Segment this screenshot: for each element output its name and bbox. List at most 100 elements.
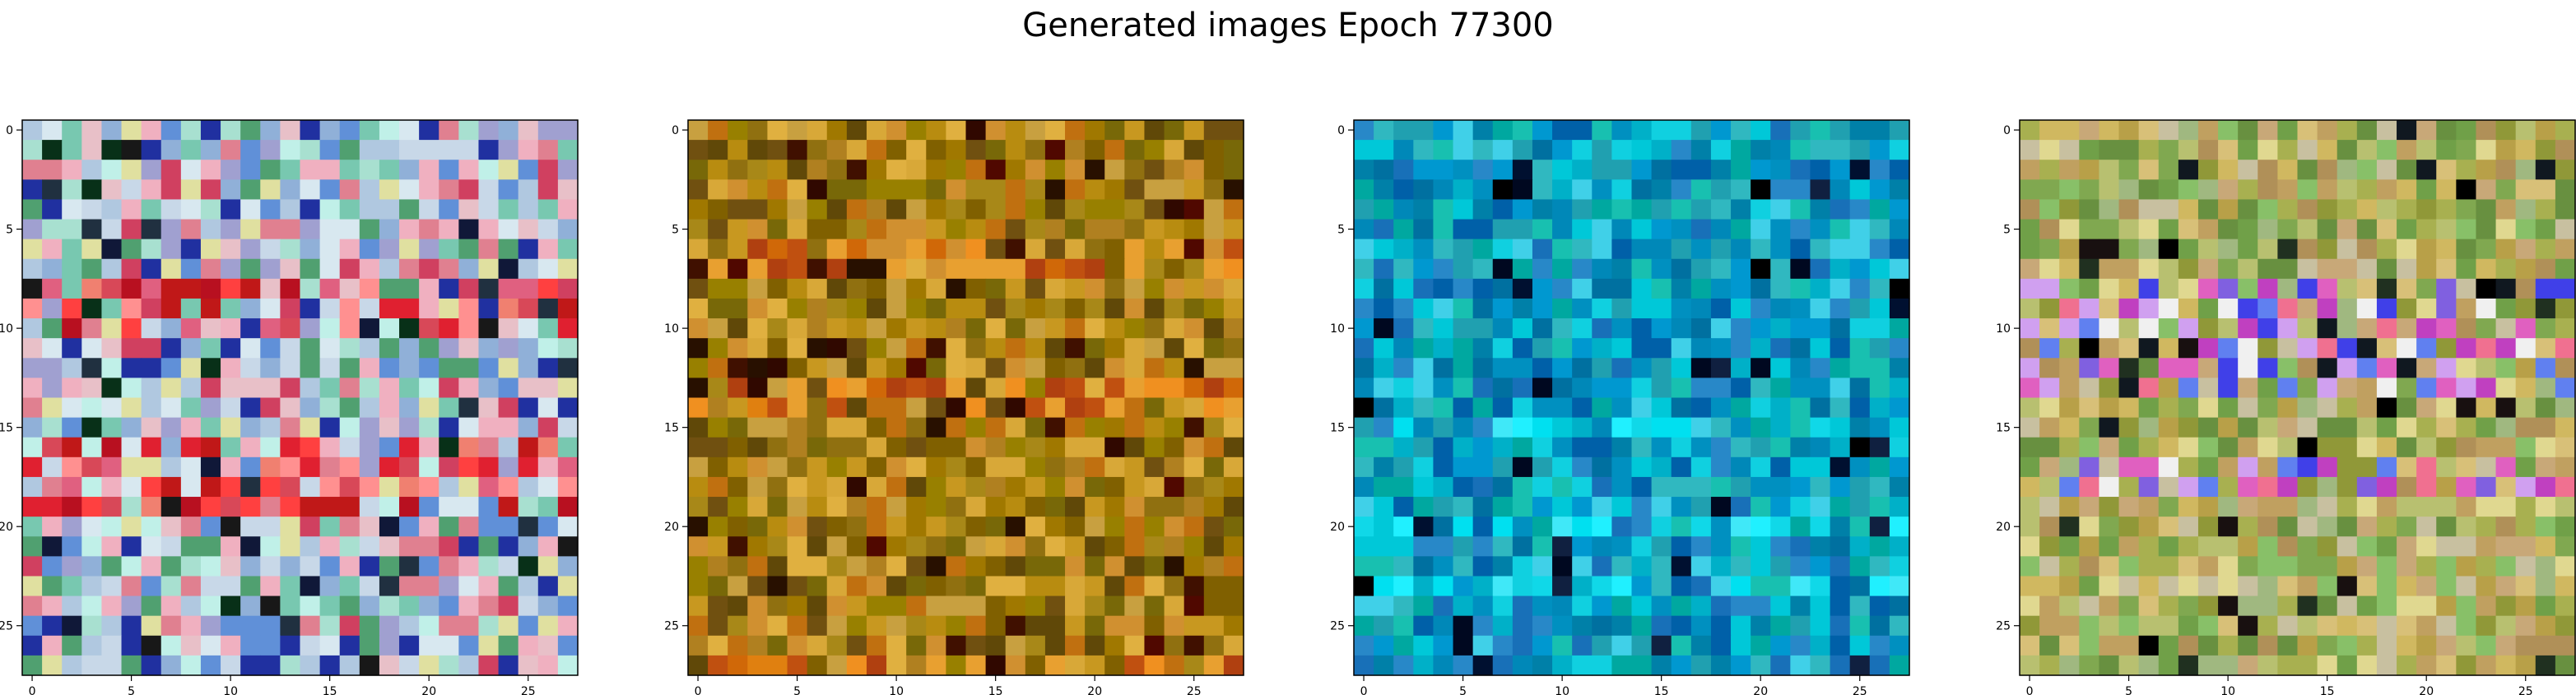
pixel-cell <box>22 517 43 537</box>
pixel-cell <box>2356 239 2378 260</box>
pixel-cell <box>1393 576 1414 597</box>
pixel-cell <box>101 397 123 419</box>
pixel-cell <box>2337 497 2358 517</box>
pixel-cell <box>260 517 281 537</box>
pixel-cell <box>42 140 63 160</box>
pixel-cell <box>478 278 500 299</box>
pixel-cell <box>101 239 123 260</box>
pixel-cell <box>866 476 887 498</box>
pixel-cell <box>1770 278 1791 299</box>
pixel-cell <box>498 160 519 180</box>
pixel-cell <box>1433 635 1454 656</box>
pixel-cell <box>1453 417 1474 438</box>
pixel-cell <box>2118 476 2140 498</box>
pixel-cell <box>886 615 907 637</box>
pixel-cell <box>2197 219 2219 240</box>
pixel-cell <box>359 358 380 378</box>
pixel-cell <box>1690 615 1712 637</box>
pixel-cell <box>807 219 828 240</box>
pixel-cell <box>1572 615 1593 637</box>
pixel-cell <box>2416 358 2437 378</box>
pixel-cell <box>1223 120 1244 141</box>
pixel-cell <box>2376 258 2397 280</box>
pixel-cell <box>2297 338 2318 359</box>
pixel-cell <box>1671 219 1692 240</box>
pixel-cell <box>767 278 788 299</box>
pixel-cell <box>1572 497 1593 517</box>
pixel-cell <box>807 497 828 517</box>
pixel-cell <box>22 437 43 458</box>
pixel-cell <box>2297 199 2318 220</box>
pixel-cell <box>2138 318 2160 339</box>
pixel-cell <box>946 199 967 220</box>
pixel-cell <box>319 219 341 240</box>
pixel-cell <box>946 456 967 478</box>
pixel-cell <box>2376 338 2397 359</box>
pixel-cell <box>180 397 202 419</box>
pixel-cell <box>518 179 539 201</box>
pixel-cell <box>2079 635 2100 656</box>
pixel-cell <box>2277 595 2299 617</box>
pixel-cell <box>2158 497 2179 517</box>
pixel-cell <box>339 437 360 458</box>
pixel-cell <box>280 258 301 280</box>
pixel-cell <box>2238 219 2258 240</box>
pixel-cell <box>1164 615 1185 637</box>
pixel-cell <box>1065 417 1086 438</box>
pixel-cell <box>478 318 500 339</box>
pixel-cell <box>101 358 123 378</box>
pixel-cell <box>1611 120 1633 141</box>
pixel-cell <box>1512 397 1533 419</box>
pixel-cell <box>180 258 202 280</box>
pixel-cell <box>62 576 82 597</box>
pixel-cell <box>688 278 709 299</box>
pixel-cell <box>2079 576 2100 597</box>
pixel-cell <box>359 199 380 220</box>
pixel-cell <box>1413 635 1434 656</box>
pixel-cell <box>2436 358 2457 378</box>
pixel-cell <box>2118 556 2140 577</box>
pixel-cell <box>826 318 848 339</box>
pixel-cell <box>81 179 103 201</box>
pixel-cell <box>1690 517 1712 537</box>
pixel-cell <box>1751 219 1771 240</box>
pixel-cell <box>767 576 788 597</box>
pixel-cell <box>767 497 788 517</box>
pixel-cell <box>1869 556 1890 577</box>
pixel-cell <box>2416 576 2437 597</box>
pixel-cell <box>2317 655 2338 676</box>
pixel-cell <box>1164 160 1185 180</box>
pixel-cell <box>121 595 142 617</box>
pixel-cell <box>1552 417 1573 438</box>
pixel-cell <box>728 318 748 339</box>
pixel-cell <box>1770 120 1791 141</box>
pixel-cell <box>2238 635 2258 656</box>
pixel-cell <box>1433 476 1454 498</box>
pixel-cell <box>1592 298 1612 319</box>
pixel-cell <box>1631 536 1653 557</box>
pixel-cell <box>1690 160 1712 180</box>
pixel-cell <box>2138 397 2160 419</box>
pixel-cell <box>1183 318 1205 339</box>
pixel-cell <box>1433 556 1454 577</box>
pixel-cell <box>1889 358 1910 378</box>
pixel-cell <box>180 160 202 180</box>
pixel-cell <box>2197 278 2219 299</box>
pixel-cell <box>1572 476 1593 498</box>
pixel-cell <box>1751 298 1771 319</box>
pixel-cell <box>419 417 439 438</box>
pixel-cell <box>1104 338 1125 359</box>
pixel-cell <box>1512 239 1533 260</box>
pixel-cell <box>1592 199 1612 220</box>
pixel-cell <box>339 595 360 617</box>
pixel-cell <box>1849 536 1871 557</box>
pixel-cell <box>81 437 103 458</box>
pixel-cell <box>728 199 748 220</box>
pixel-cell <box>2356 397 2378 419</box>
pixel-cell <box>42 278 63 299</box>
pixel-cell <box>2476 536 2497 557</box>
pixel-cell <box>2039 417 2060 438</box>
pixel-cell <box>1751 595 1771 617</box>
pixel-cell <box>1183 437 1205 458</box>
pixel-cell <box>339 338 360 359</box>
